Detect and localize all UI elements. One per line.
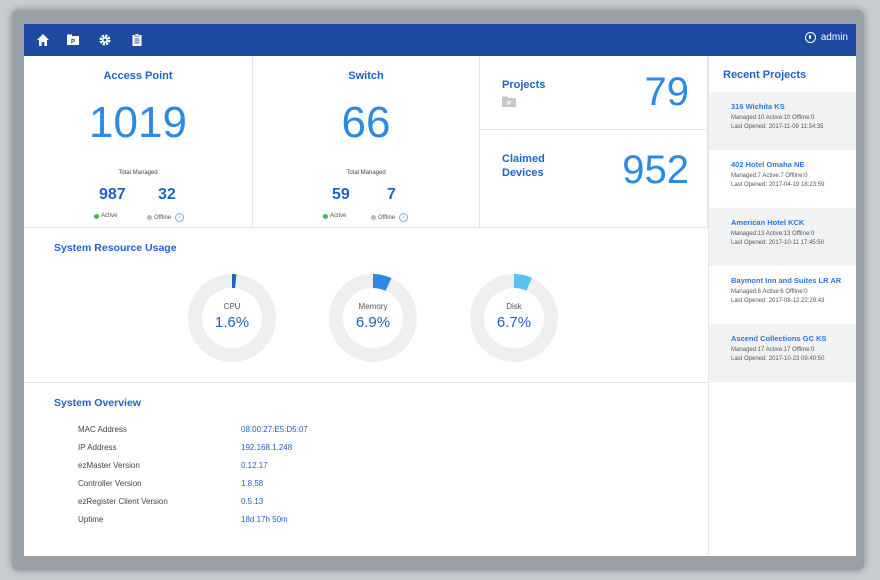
row-value: 18d 17h 50m [241, 515, 288, 524]
recent-project-item[interactable]: Baymont Inn and Suites LR AR Managed:6 A… [709, 266, 856, 324]
svg-text:P: P [71, 40, 75, 46]
dashboard-main: Access Point 1019 Total Managed 987 Acti… [24, 56, 708, 556]
row-label: Controller Version [78, 479, 142, 488]
disk-donut-segment [514, 274, 532, 291]
overview-row-ezmaster-version: ezMaster Version 0.12.17 [78, 461, 478, 475]
projects-folder-icon: P [502, 94, 516, 112]
project-stats: Managed:13 Active:13 Offline:0 [731, 231, 815, 237]
active-label: Active [101, 213, 118, 219]
project-stats: Managed:7 Active:7 Offline:0 [731, 173, 808, 179]
username: admin [820, 32, 848, 43]
memory-value: 6.9% [355, 314, 391, 331]
total-managed-count: 66 [341, 98, 391, 147]
cpu-label: CPU [223, 302, 241, 311]
svg-text:P: P [507, 102, 511, 108]
project-name[interactable]: Baymont Inn and Suites LR AR [731, 276, 842, 285]
recent-projects-title: Recent Projects [723, 69, 807, 81]
user-icon [804, 32, 816, 43]
project-stats: Managed:6 Active:6 Offline:0 [731, 289, 808, 295]
clipboard-icon[interactable] [128, 31, 146, 49]
section-title: System Overview [54, 397, 141, 409]
access-point-card[interactable]: Access Point 1019 Total Managed 987 Acti… [24, 56, 253, 228]
active-count: 59 [332, 186, 350, 203]
project-stats: Managed:17 Active:17 Offline:0 [731, 347, 815, 353]
row-value: 08:00:27:E5:D5:07 [241, 425, 308, 434]
user-menu[interactable]: admin [804, 32, 848, 43]
offline-count: 32 [158, 186, 176, 203]
cpu-value: 1.6% [214, 314, 250, 331]
row-value: 0.5.13 [241, 497, 264, 506]
resource-donut-charts [188, 274, 558, 362]
system-resource-section: System Resource Usage CPU 1.6% Memory 6.… [24, 228, 708, 383]
active-status-icon [323, 213, 328, 219]
cpu-donut-segment [232, 274, 237, 289]
recent-project-item[interactable]: Ascend Collections GC KS Managed:17 Acti… [709, 324, 856, 382]
card-title: Switch [348, 70, 384, 82]
row-value: 1.8.58 [241, 479, 264, 488]
overview-row-ip: IP Address 192.168.1.248 [78, 443, 478, 457]
app-window: P admin Access Point 1019 Total Managed … [24, 24, 856, 556]
offline-label: Offline [378, 214, 396, 221]
info-icon[interactable]: i [175, 213, 185, 222]
overview-row-mac: MAC Address 08:00:27:E5:D5:07 [78, 425, 478, 439]
projects-title: Projects [502, 79, 546, 91]
memory-donut-segment [373, 274, 392, 291]
home-icon[interactable] [34, 31, 52, 49]
offline-status-icon [371, 215, 376, 220]
row-label: Uptime [78, 515, 104, 524]
top-navigation-bar: P admin [24, 24, 856, 56]
overview-row-controller-version: Controller Version 1.8.58 [78, 479, 478, 493]
claimed-title-line2: Devices [502, 167, 544, 179]
projects-count: 79 [644, 70, 690, 114]
claimed-devices-count: 952 [622, 148, 689, 192]
switch-card[interactable]: Switch 66 Total Managed 59 Active 7 Offl… [253, 56, 480, 228]
offline-count: 7 [387, 186, 396, 203]
project-stats: Managed:10 Active:10 Offline:0 [731, 115, 815, 121]
projects-card[interactable]: Projects P 79 [480, 56, 708, 130]
info-icon[interactable]: i [399, 213, 409, 222]
recent-project-item[interactable]: 316 Wichita KS Managed:10 Active:10 Offl… [709, 92, 856, 150]
row-value: 192.168.1.248 [241, 443, 293, 452]
claimed-devices-card[interactable]: Claimed Devices 952 [480, 130, 708, 228]
project-last-opened: Last Opened: 2017-08-12 22:29:43 [731, 298, 825, 304]
total-managed-count: 1019 [89, 98, 187, 147]
row-label: IP Address [78, 443, 117, 452]
active-status-icon [94, 213, 99, 219]
recent-project-item[interactable]: American Hotel KCK Managed:13 Active:13 … [709, 208, 856, 266]
total-managed-label: Total Managed [346, 170, 386, 176]
claimed-title-line1: Claimed [502, 153, 545, 165]
system-overview-section: System Overview MAC Address 08:00:27:E5:… [24, 383, 708, 556]
disk-value: 6.7% [496, 314, 532, 331]
active-count: 987 [99, 186, 126, 203]
offline-label: Offline [154, 214, 172, 221]
settings-icon[interactable] [96, 31, 114, 49]
section-title: System Resource Usage [54, 242, 177, 254]
active-label: Active [330, 213, 347, 219]
memory-label: Memory [358, 302, 388, 311]
row-value: 0.12.17 [241, 461, 268, 470]
project-name[interactable]: 316 Wichita KS [731, 102, 785, 111]
card-title: Access Point [103, 70, 173, 82]
project-name[interactable]: American Hotel KCK [731, 218, 805, 227]
overview-row-uptime: Uptime 18d 17h 50m [78, 515, 478, 529]
recent-project-item[interactable]: 402 Hotel Omaha NE Managed:7 Active:7 Of… [709, 150, 856, 208]
project-last-opened: Last Opened: 2017-10-23 09:40:50 [731, 356, 825, 362]
project-name[interactable]: 402 Hotel Omaha NE [731, 160, 805, 169]
project-last-opened: Last Opened: 2017-11-09 11:34:35 [731, 124, 824, 130]
disk-label: Disk [506, 302, 522, 311]
row-label: ezRegister Client Version [78, 497, 168, 506]
project-name[interactable]: Ascend Collections GC KS [731, 334, 827, 343]
project-last-opened: Last Opened: 2017-04-19 18:23:59 [731, 182, 825, 188]
overview-row-ezregister-version: ezRegister Client Version 0.5.13 [78, 497, 478, 511]
row-label: MAC Address [78, 425, 127, 434]
offline-status-icon [147, 215, 152, 220]
projects-icon[interactable]: P [64, 31, 82, 49]
row-label: ezMaster Version [78, 461, 140, 470]
total-managed-label: Total Managed [118, 170, 158, 176]
project-last-opened: Last Opened: 2017-10-11 17:45:50 [731, 240, 824, 246]
recent-projects-panel: Recent Projects 316 Wichita KS Managed:1… [708, 56, 856, 556]
